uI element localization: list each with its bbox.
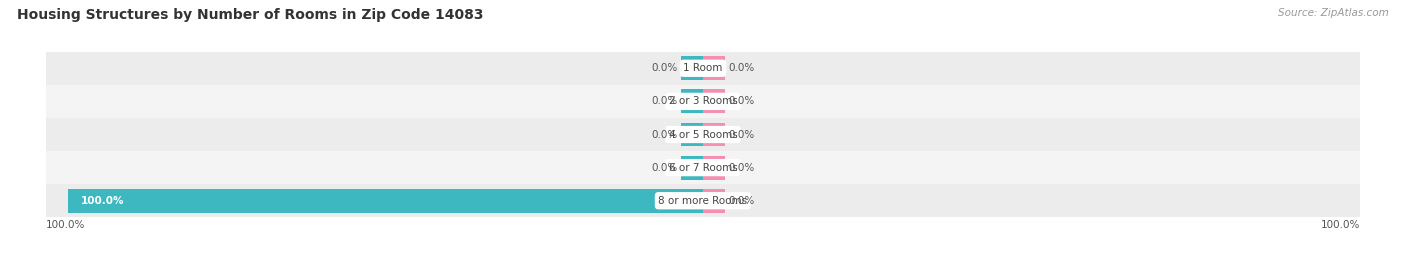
- Bar: [681, 123, 703, 146]
- Bar: [46, 151, 1360, 184]
- Text: 4 or 5 Rooms: 4 or 5 Rooms: [669, 129, 737, 140]
- Bar: [46, 52, 1360, 85]
- Text: 1 Room: 1 Room: [683, 63, 723, 73]
- Bar: [703, 189, 725, 213]
- Bar: [46, 184, 1360, 217]
- Bar: [703, 90, 725, 113]
- Text: 0.0%: 0.0%: [728, 63, 755, 73]
- Bar: [681, 56, 703, 80]
- Text: 6 or 7 Rooms: 6 or 7 Rooms: [669, 162, 737, 173]
- Bar: [67, 189, 703, 213]
- Bar: [703, 156, 725, 179]
- Text: 0.0%: 0.0%: [728, 129, 755, 140]
- Text: 0.0%: 0.0%: [728, 96, 755, 107]
- Text: 0.0%: 0.0%: [651, 129, 678, 140]
- Bar: [703, 123, 725, 146]
- Text: Housing Structures by Number of Rooms in Zip Code 14083: Housing Structures by Number of Rooms in…: [17, 8, 484, 22]
- Text: 0.0%: 0.0%: [651, 63, 678, 73]
- Text: 100.0%: 100.0%: [80, 196, 124, 206]
- Bar: [681, 90, 703, 113]
- Bar: [46, 118, 1360, 151]
- Text: 0.0%: 0.0%: [651, 162, 678, 173]
- Text: 0.0%: 0.0%: [728, 162, 755, 173]
- Bar: [681, 156, 703, 179]
- Text: 100.0%: 100.0%: [46, 220, 86, 230]
- Text: 0.0%: 0.0%: [728, 196, 755, 206]
- Text: Source: ZipAtlas.com: Source: ZipAtlas.com: [1278, 8, 1389, 18]
- Bar: [46, 85, 1360, 118]
- Text: 8 or more Rooms: 8 or more Rooms: [658, 196, 748, 206]
- Text: 0.0%: 0.0%: [651, 96, 678, 107]
- Text: 2 or 3 Rooms: 2 or 3 Rooms: [669, 96, 737, 107]
- Text: 100.0%: 100.0%: [1320, 220, 1360, 230]
- Bar: [703, 56, 725, 80]
